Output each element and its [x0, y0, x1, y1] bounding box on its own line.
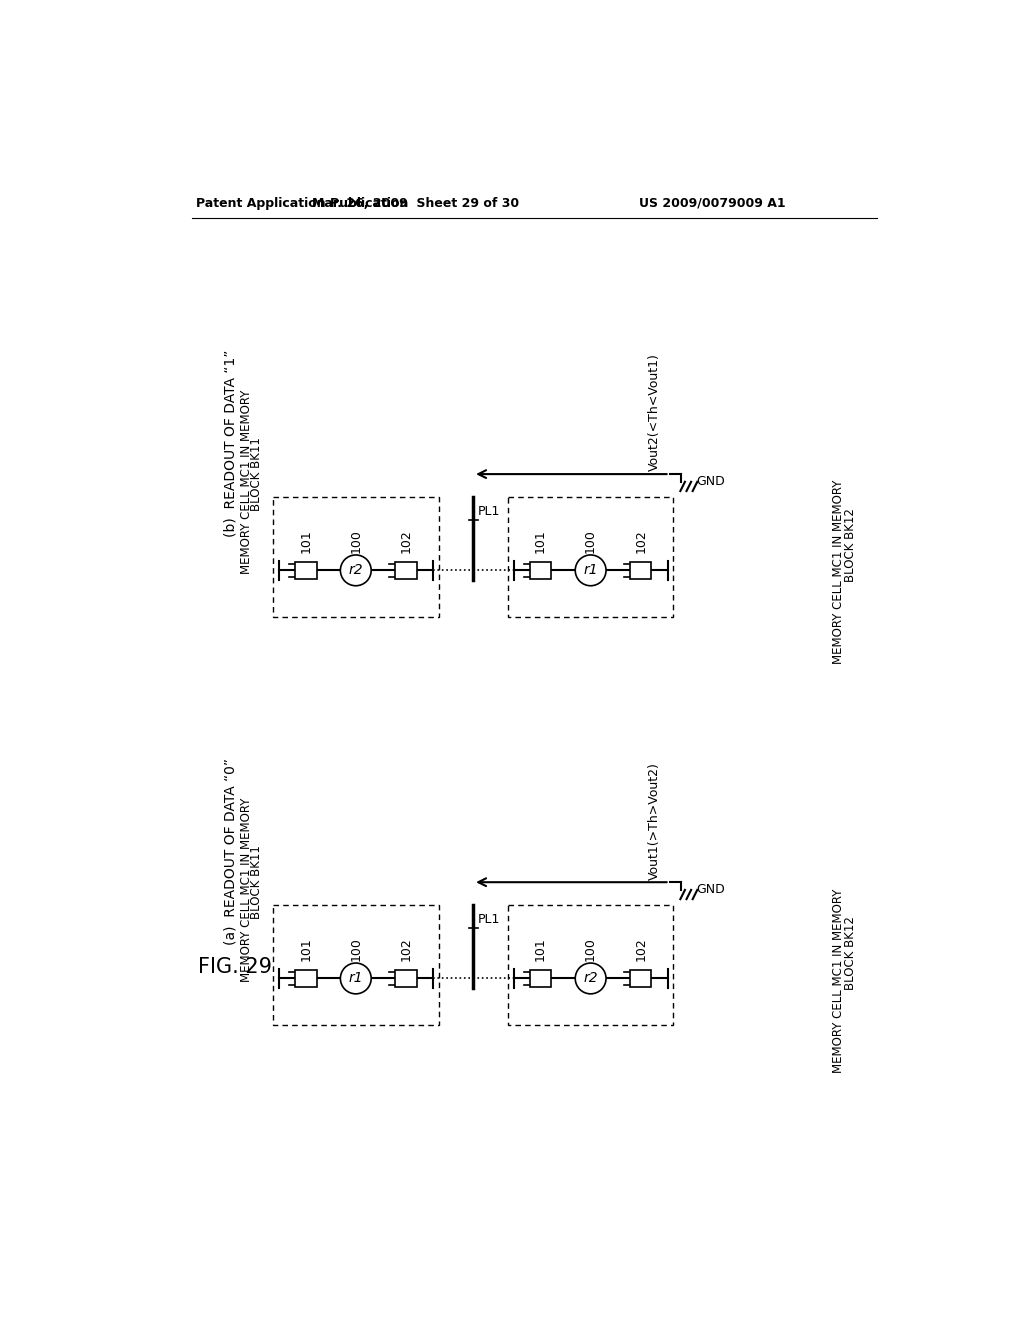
Text: BLOCK BK11: BLOCK BK11: [250, 437, 262, 511]
Text: US 2009/0079009 A1: US 2009/0079009 A1: [639, 197, 785, 210]
Text: 101: 101: [299, 937, 312, 961]
Text: (a)  READOUT OF DATA “0”: (a) READOUT OF DATA “0”: [223, 758, 238, 945]
Bar: [508, 498, 674, 616]
Text: Vout1(>Th>Vout2): Vout1(>Th>Vout2): [647, 762, 660, 879]
Circle shape: [575, 964, 606, 994]
Text: Patent Application Publication: Patent Application Publication: [196, 197, 409, 210]
Bar: [273, 498, 438, 616]
Text: r1: r1: [348, 972, 364, 986]
Text: Vout2(<Th<Vout1): Vout2(<Th<Vout1): [647, 354, 660, 471]
Bar: [529, 562, 551, 579]
Text: BLOCK BK12: BLOCK BK12: [844, 508, 857, 582]
Bar: [273, 906, 438, 1024]
Circle shape: [575, 554, 606, 586]
Bar: [508, 906, 674, 1024]
Text: 100: 100: [584, 529, 597, 553]
Text: 101: 101: [535, 937, 547, 961]
Text: 102: 102: [399, 937, 413, 961]
Circle shape: [340, 964, 371, 994]
Text: 100: 100: [349, 937, 362, 961]
Text: Mar. 26, 2009  Sheet 29 of 30: Mar. 26, 2009 Sheet 29 of 30: [312, 197, 519, 210]
Text: GND: GND: [696, 475, 725, 488]
Bar: [630, 970, 651, 987]
Text: 101: 101: [299, 529, 312, 553]
Text: (b)  READOUT OF DATA “1”: (b) READOUT OF DATA “1”: [223, 350, 238, 537]
Text: MEMORY CELL MC1 IN MEMORY: MEMORY CELL MC1 IN MEMORY: [240, 797, 253, 982]
Bar: [295, 970, 316, 987]
Text: GND: GND: [696, 883, 725, 896]
Text: 101: 101: [535, 529, 547, 553]
Text: 100: 100: [349, 529, 362, 553]
Text: BLOCK BK11: BLOCK BK11: [250, 845, 262, 919]
Circle shape: [340, 554, 371, 586]
Bar: [395, 562, 417, 579]
Text: 102: 102: [634, 529, 647, 553]
Text: PL1: PL1: [478, 504, 500, 517]
Text: r2: r2: [584, 972, 598, 986]
Text: 102: 102: [399, 529, 413, 553]
Text: BLOCK BK12: BLOCK BK12: [844, 916, 857, 990]
Text: MEMORY CELL MC1 IN MEMORY: MEMORY CELL MC1 IN MEMORY: [240, 389, 253, 574]
Bar: [295, 562, 316, 579]
Text: r2: r2: [348, 564, 364, 577]
Text: 102: 102: [634, 937, 647, 961]
Bar: [529, 970, 551, 987]
Text: PL1: PL1: [478, 912, 500, 925]
Bar: [630, 562, 651, 579]
Bar: [395, 970, 417, 987]
Text: MEMORY CELL MC1 IN MEMORY: MEMORY CELL MC1 IN MEMORY: [833, 888, 846, 1073]
Text: MEMORY CELL MC1 IN MEMORY: MEMORY CELL MC1 IN MEMORY: [833, 480, 846, 664]
Text: FIG. 29: FIG. 29: [198, 957, 271, 977]
Text: r1: r1: [584, 564, 598, 577]
Text: 100: 100: [584, 937, 597, 961]
